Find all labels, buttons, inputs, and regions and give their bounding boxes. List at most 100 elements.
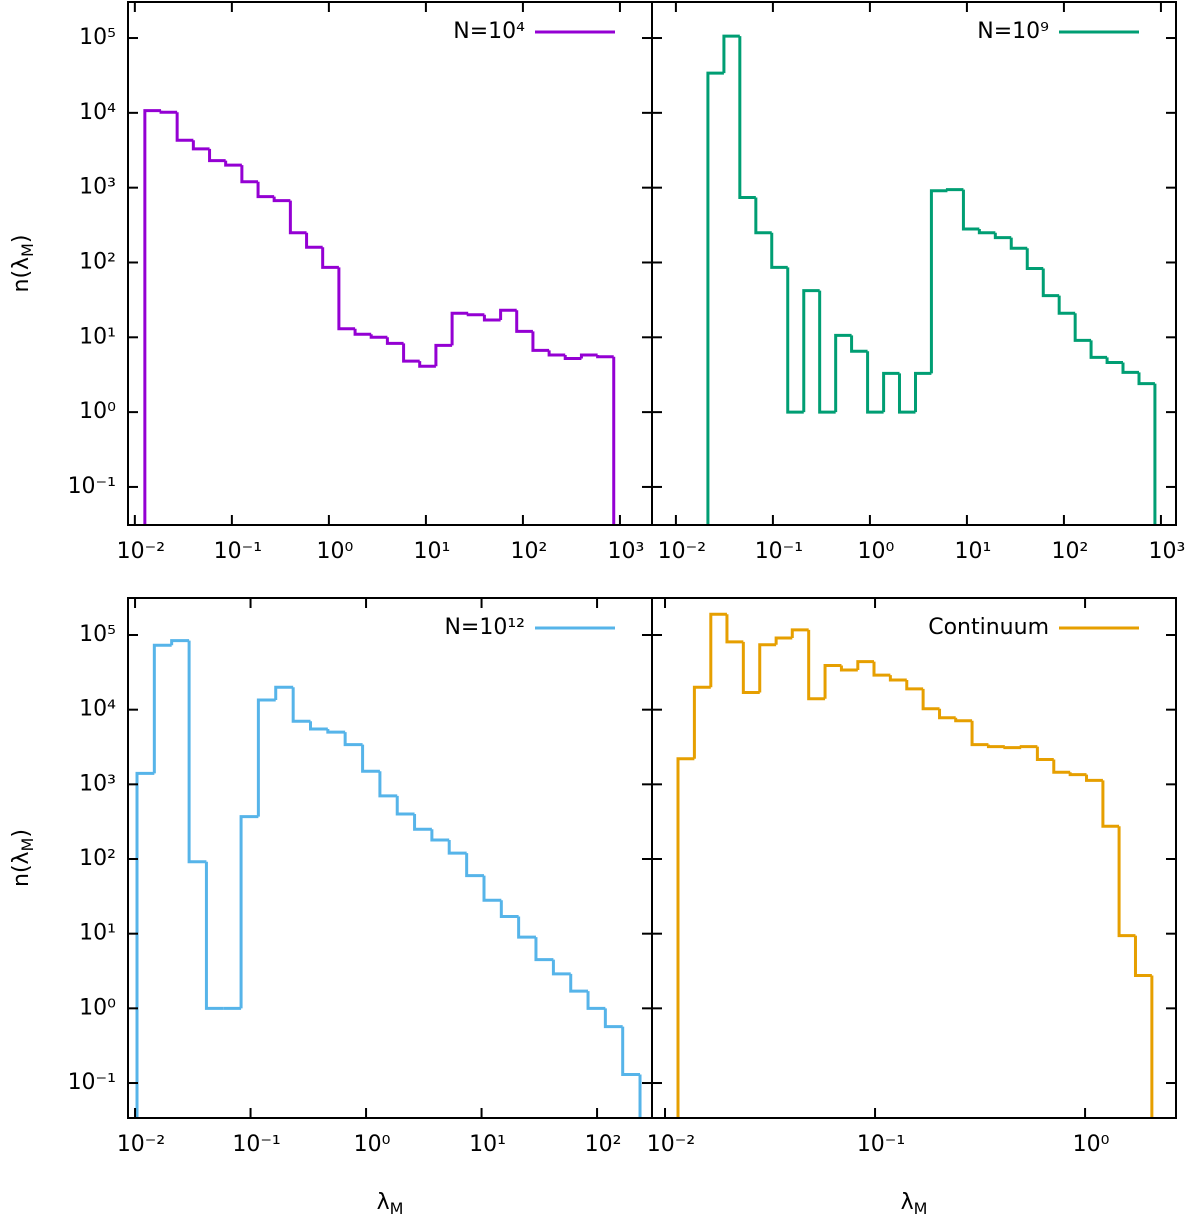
- x-tick-label: 10⁻¹: [214, 539, 262, 564]
- histogram-step: [1137, 372, 1155, 386]
- histogram-step: [986, 744, 1005, 749]
- histogram-step: [430, 829, 450, 842]
- x-tick-label: 10⁻²: [658, 539, 706, 564]
- y-tick-label: 10⁵: [79, 622, 116, 647]
- histogram-step: [450, 311, 469, 346]
- histogram-step: [725, 614, 744, 644]
- histogram-step: [818, 290, 836, 414]
- y-axis-label-part: M: [18, 838, 37, 852]
- histogram-step: [722, 34, 740, 74]
- y-axis-label-part: ): [9, 235, 34, 244]
- histogram-step: [897, 373, 916, 414]
- x-tick-label: 10⁰: [354, 1132, 391, 1157]
- histogram-step: [774, 636, 793, 645]
- histogram-step: [1085, 774, 1103, 782]
- axes-frame: [127, 597, 653, 1119]
- legend-label: Continuum: [928, 615, 1049, 640]
- x-axis-label-part: M: [390, 1199, 404, 1218]
- histogram-step: [823, 664, 842, 699]
- histogram-step: [1019, 745, 1038, 749]
- histogram: [143, 109, 616, 525]
- histogram-step: [1009, 237, 1028, 250]
- histogram-step: [413, 814, 432, 831]
- histogram-step: [770, 232, 788, 269]
- histogram-step: [143, 109, 162, 525]
- histogram-step: [706, 71, 724, 525]
- histogram-step: [395, 795, 415, 816]
- histogram-step: [534, 937, 554, 962]
- histogram-step: [872, 661, 891, 677]
- x-tick-label: 10¹: [955, 539, 992, 564]
- histogram-step: [204, 861, 224, 1010]
- y-axis-label-part: ): [9, 829, 34, 838]
- x-tick-label: 10²: [511, 539, 548, 564]
- axes-frame: [127, 1, 653, 526]
- y-tick-label: 10⁰: [79, 399, 116, 424]
- y-tick-label: 10¹: [79, 324, 116, 349]
- legend-label: N=10⁴: [453, 19, 525, 44]
- histogram-step: [308, 721, 328, 731]
- x-tick-label: 10²: [1052, 539, 1089, 564]
- histogram-step: [882, 371, 900, 413]
- y-tick-label: 10³: [79, 175, 116, 200]
- histogram-step: [1105, 357, 1123, 365]
- histogram-step: [1101, 780, 1120, 828]
- legend-label: N=10⁹: [977, 19, 1049, 44]
- histogram-step: [945, 188, 964, 192]
- histogram-step: [856, 660, 874, 670]
- histogram-step: [977, 229, 996, 235]
- histogram-step: [466, 313, 485, 317]
- x-axis-label-part: λ: [901, 1190, 914, 1215]
- y-tick-label: 10⁻¹: [68, 474, 116, 499]
- histogram-step: [551, 959, 571, 976]
- y-tick-label: 10²: [79, 846, 116, 871]
- histogram-step: [274, 685, 294, 700]
- y-axis-label: n(λM): [9, 829, 37, 887]
- y-tick-label: 10⁰: [79, 995, 116, 1020]
- histogram-step: [272, 196, 291, 203]
- histogram: [676, 612, 1154, 1118]
- histogram-step: [1025, 248, 1044, 271]
- y-tick-label: 10³: [79, 771, 116, 796]
- histogram-step: [321, 247, 339, 269]
- axes-frame: [651, 1, 1177, 526]
- histogram-step: [1121, 362, 1140, 374]
- y-tick-label: 10⁵: [79, 25, 116, 50]
- histogram-step: [499, 900, 519, 918]
- histogram-step: [482, 875, 502, 902]
- histogram-step: [970, 720, 989, 747]
- histogram-step: [1003, 746, 1022, 750]
- histogram-step: [499, 308, 517, 321]
- histogram-step: [905, 679, 924, 691]
- histogram-step: [547, 350, 566, 357]
- x-tick-label: 10¹: [469, 1132, 506, 1157]
- histogram-step: [807, 629, 826, 701]
- histogram-step: [1117, 826, 1136, 938]
- histogram-step: [288, 200, 307, 235]
- x-tick-label: 10²: [585, 1132, 622, 1157]
- histogram-step: [709, 612, 727, 688]
- histogram-step: [802, 289, 820, 413]
- y-tick-label: 10²: [79, 249, 116, 274]
- histogram-step: [834, 333, 852, 413]
- x-axis-label: λM: [377, 1190, 404, 1218]
- histogram-step: [839, 665, 858, 672]
- histogram-step: [434, 343, 453, 367]
- histogram-step: [187, 640, 207, 864]
- histogram-step: [239, 815, 259, 1009]
- histogram-step: [240, 165, 259, 184]
- y-tick-label: 10¹: [79, 921, 116, 946]
- histogram-step: [790, 628, 809, 639]
- legend-label: N=10¹²: [444, 615, 525, 640]
- x-axis-label-part: M: [914, 1199, 928, 1218]
- histogram-step: [1068, 772, 1087, 777]
- y-axis-label-part: M: [18, 243, 37, 257]
- histogram-step: [152, 643, 172, 774]
- x-axis-label-part: λ: [377, 1190, 390, 1215]
- histogram-step: [961, 189, 980, 231]
- y-tick-label: 10⁴: [79, 100, 116, 125]
- histogram-step: [1041, 268, 1060, 298]
- histogram-step: [1133, 935, 1152, 978]
- histogram-step: [563, 355, 582, 361]
